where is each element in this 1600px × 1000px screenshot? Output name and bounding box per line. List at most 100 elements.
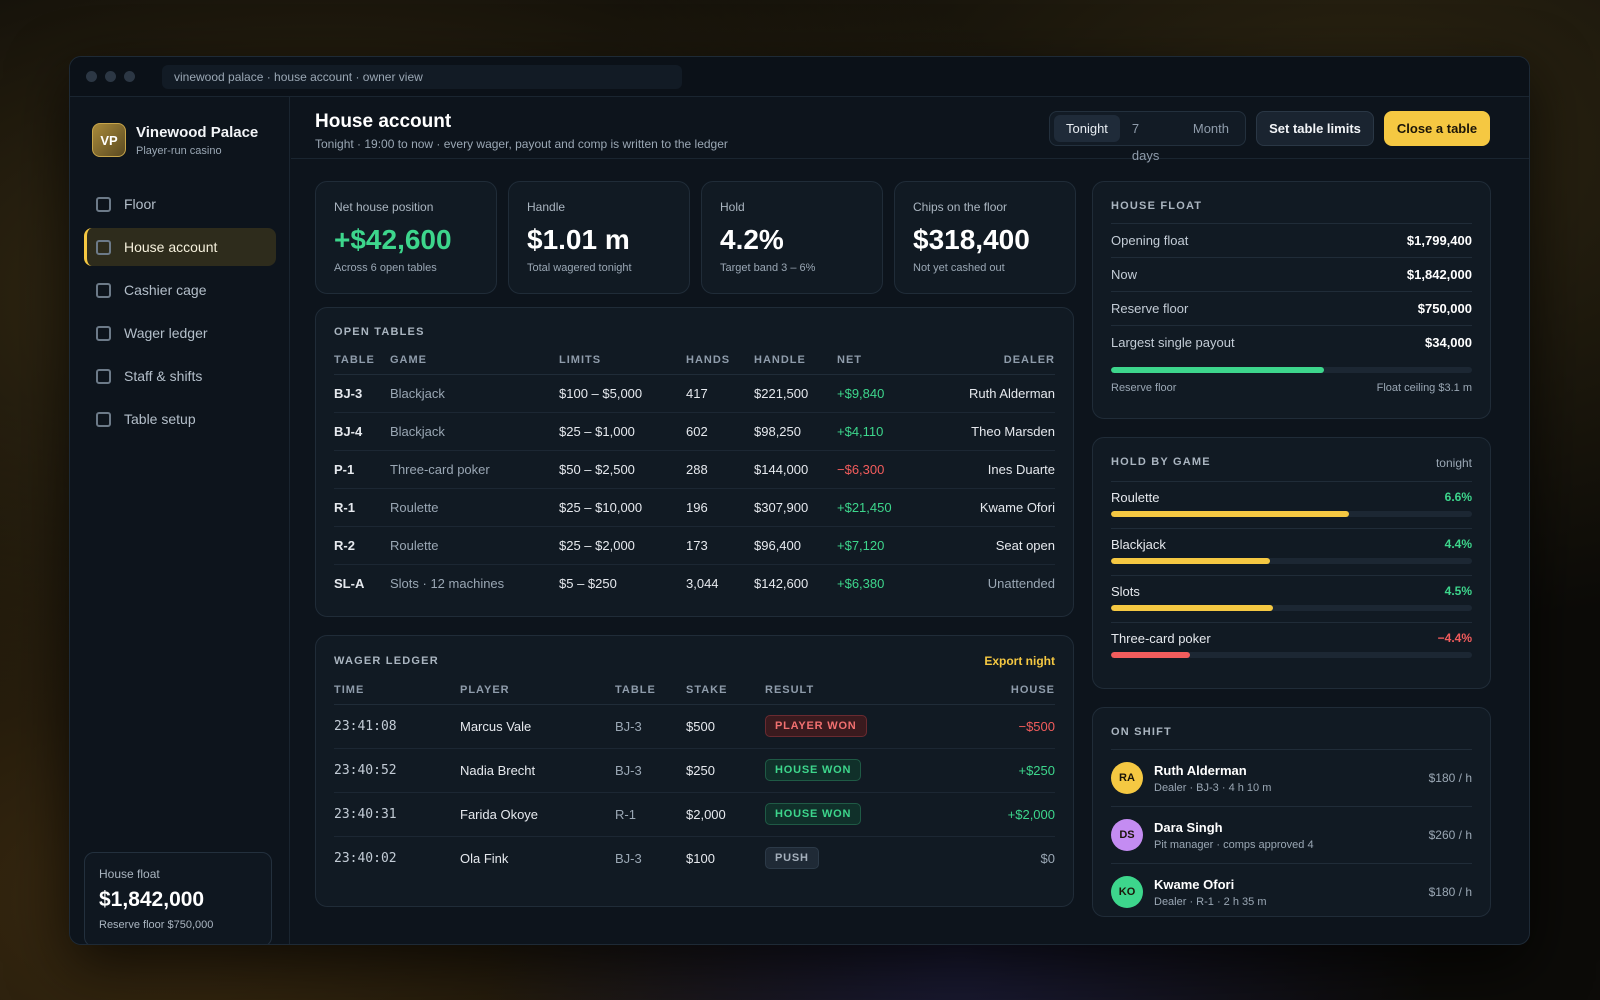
table-id: BJ-3 (334, 374, 390, 413)
sidebar-item-label: House account (124, 239, 218, 255)
avatar: KO (1111, 876, 1143, 908)
float-row: Largest single payout $34,000 (1111, 325, 1472, 359)
title-bar: vinewood palace · house account · owner … (70, 57, 1529, 97)
column-header: GAME (390, 346, 559, 375)
table-dealer: Seat open (925, 526, 1055, 565)
column-header: HOUSE (962, 676, 1055, 705)
sidebar-item-cashier-cage[interactable]: Cashier cage (84, 271, 276, 309)
ledger-result-cell: PLAYER WON (765, 704, 963, 749)
export-night-link[interactable]: Export night (984, 654, 1055, 668)
hold-game-value: 6.6% (1444, 490, 1472, 504)
table-game: Roulette (390, 488, 559, 527)
sidebar-float-label: House float (99, 867, 160, 881)
close-table-button[interactable]: Close a table (1384, 111, 1490, 146)
table-row[interactable]: BJ-3 Blackjack $100 – $5,000 417 $221,500 +$9… (334, 374, 1055, 413)
range-tab-7-days[interactable]: 7 days (1131, 121, 1160, 163)
kpi-value: $1.01 m (527, 224, 630, 255)
table-dealer: Unattended (987, 575, 1055, 591)
sidebar-item-wager-ledger[interactable]: Wager ledger (84, 314, 276, 352)
staff-name: Ruth Alderman (1154, 762, 1247, 778)
hold-bar (1111, 652, 1472, 658)
float-row-label: Opening float (1111, 233, 1189, 248)
ledger-table: BJ-3 (615, 704, 686, 749)
ledger-time: 23:40:52 (334, 748, 460, 793)
ledger-house: −$500 (962, 704, 1055, 749)
kpi-card: Net house position +$42,600 Across 6 open … (315, 181, 497, 294)
brand: VP Vinewood Palace Player-run casino (92, 123, 258, 157)
ledger-row[interactable]: 23:40:31 Farida Okoye R-1 $2,000 HOUSE WON +$… (334, 792, 1055, 837)
hold-game-value: −4.4% (1437, 631, 1472, 645)
table-row[interactable]: R-1 Roulette $25 – $10,000 196 $307,900 +$21,… (334, 488, 1055, 527)
table-limits: $50 – $2,500 (559, 450, 686, 489)
table-hands: 173 (686, 526, 754, 565)
table-hands: 417 (686, 374, 754, 413)
kpi-label: Handle (527, 200, 566, 214)
page-header: House account Tonight · 19:00 to now · e… (291, 97, 1529, 163)
hold-by-game-card: HOLD BY GAME tonight Roulette 6.6% Blackja… (1092, 437, 1491, 689)
wager-ledger-card: WAGER LEDGER Export night TIME PLAYER TABL… (315, 635, 1074, 907)
table-limits: $25 – $2,000 (559, 526, 686, 565)
kpi-sub: Total wagered tonight (527, 262, 632, 274)
table-row[interactable]: R-2 Roulette $25 – $2,000 173 $96,400 +$7,120… (334, 526, 1055, 565)
table-row[interactable]: BJ-4 Blackjack $25 – $1,000 602 $98,250 +$4,1… (334, 412, 1055, 451)
sidebar-item-staff-shifts[interactable]: Staff & shifts (84, 357, 276, 395)
sidebar-item-label: Wager ledger (124, 325, 208, 341)
ledger-row[interactable]: 23:41:08 Marcus Vale BJ-3 $500 PLAYER WON −$5… (334, 704, 1055, 749)
table-game: Three-card poker (390, 450, 559, 489)
checkbox-icon (96, 282, 111, 298)
table-net: +$9,840 (837, 374, 925, 413)
table-game: Blackjack (390, 374, 559, 413)
hold-bar-fill (1111, 558, 1270, 564)
table-dealer: Ines Duarte (925, 450, 1055, 489)
table-dealer: Ruth Alderman (925, 374, 1055, 413)
ledger-stake: $2,000 (686, 792, 765, 837)
column-header: HANDS (686, 346, 754, 375)
table-row[interactable]: P-1 Three-card poker $50 – $2,500 288 $144,0… (334, 450, 1055, 489)
sidebar-nav: Floor House account Cashier cage Wager ledg… (84, 185, 276, 443)
on-shift-card: ON SHIFT RA Ruth Alderman Dealer · BJ-3 · … (1092, 707, 1491, 917)
set-table-limits-button[interactable]: Set table limits (1256, 111, 1374, 146)
staff-row[interactable]: DS Dara Singh Pit manager · comps approved… (1111, 806, 1472, 863)
address-bar[interactable]: vinewood palace · house account · owner … (162, 65, 682, 89)
table-handle: $96,400 (754, 526, 837, 565)
hold-bar (1111, 511, 1472, 517)
staff-row[interactable]: RA Ruth Alderman Dealer · BJ-3 · 4 h 10 m $… (1111, 749, 1472, 806)
hold-game-name: Three-card poker (1111, 631, 1211, 646)
ledger-house: +$250 (962, 748, 1055, 793)
hold-game-name: Slots (1111, 584, 1140, 599)
range-tab-month[interactable]: Month (1192, 121, 1229, 136)
column-header: TABLE (334, 346, 390, 375)
sidebar-item-house-account[interactable]: House account (84, 228, 276, 266)
column-header: NET (837, 346, 925, 375)
kpi-label: Net house position (334, 200, 434, 214)
table-handle: $98,250 (754, 412, 837, 451)
hold-bar (1111, 558, 1472, 564)
house-float-card: HOUSE FLOAT Opening float $1,799,400 Now $1… (1092, 181, 1491, 419)
table-handle: $144,000 (754, 450, 837, 489)
staff-row[interactable]: KO Kwame Ofori Dealer · R-1 · 2 h 35 m $180… (1111, 863, 1472, 920)
table-row[interactable]: SL-A Slots · 12 machines $5 – $250 3,044 $14… (334, 564, 1055, 602)
kpi-sub: Across 6 open tables (334, 262, 437, 274)
range-tab-tonight[interactable]: Tonight (1054, 115, 1120, 142)
ledger-row[interactable]: 23:40:52 Nadia Brecht BJ-3 $250 HOUSE WON +$2… (334, 748, 1055, 793)
hold-bar (1111, 605, 1472, 611)
sidebar-item-table-setup[interactable]: Table setup (84, 400, 276, 438)
table-hands: 602 (686, 412, 754, 451)
hold-game-name: Roulette (1111, 490, 1160, 505)
table-limits: $25 – $1,000 (559, 412, 686, 451)
sidebar-item-floor[interactable]: Floor (84, 185, 276, 223)
ledger-time: 23:41:08 (334, 704, 460, 749)
ledger-row[interactable]: 23:40:02 Ola Fink BJ-3 $100 PUSH $0 (334, 836, 1055, 880)
window-close-dot[interactable] (86, 71, 97, 82)
ledger-result-cell: PUSH (765, 836, 963, 880)
hold-row: Slots 4.5% (1111, 575, 1472, 622)
sidebar: VP Vinewood Palace Player-run casino Flo… (70, 97, 290, 944)
window-minimize-dot[interactable] (105, 71, 116, 82)
float-row: Now $1,842,000 (1111, 257, 1472, 291)
table-handle: $307,900 (754, 488, 837, 527)
table-net: +$4,110 (837, 412, 925, 451)
open-tables-card: OPEN TABLES TABLE GAME LIMITS HANDS HANDLE NE… (315, 307, 1074, 617)
hold-row: Three-card poker −4.4% (1111, 622, 1472, 669)
checkbox-icon (96, 239, 111, 255)
window-zoom-dot[interactable] (124, 71, 135, 82)
